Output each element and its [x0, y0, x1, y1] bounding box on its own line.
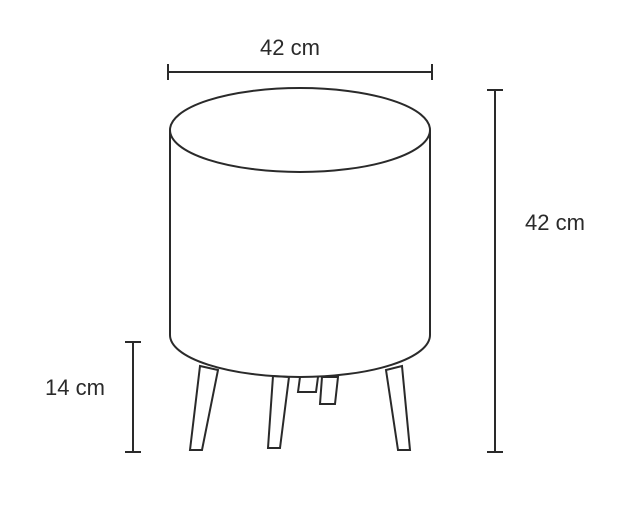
pouf-body	[170, 88, 430, 377]
pouf-top-ellipse	[170, 88, 430, 172]
leg-center-left	[268, 376, 289, 448]
dimension-leg-height	[125, 342, 141, 452]
dimension-height	[487, 90, 503, 452]
pouf-legs	[190, 366, 410, 450]
dim-height-label: 42 cm	[525, 210, 585, 235]
pouf-bottom-arc	[170, 335, 430, 377]
leg-right-front	[386, 366, 410, 450]
dim-leg-label: 14 cm	[45, 375, 105, 400]
dimension-width	[168, 64, 432, 80]
pouf-dimension-diagram: 42 cm 42 cm 14 cm	[0, 0, 626, 522]
leg-center-right	[320, 377, 338, 404]
leg-connector	[298, 377, 318, 392]
leg-left-front	[190, 366, 218, 450]
dim-width-label: 42 cm	[260, 35, 320, 60]
